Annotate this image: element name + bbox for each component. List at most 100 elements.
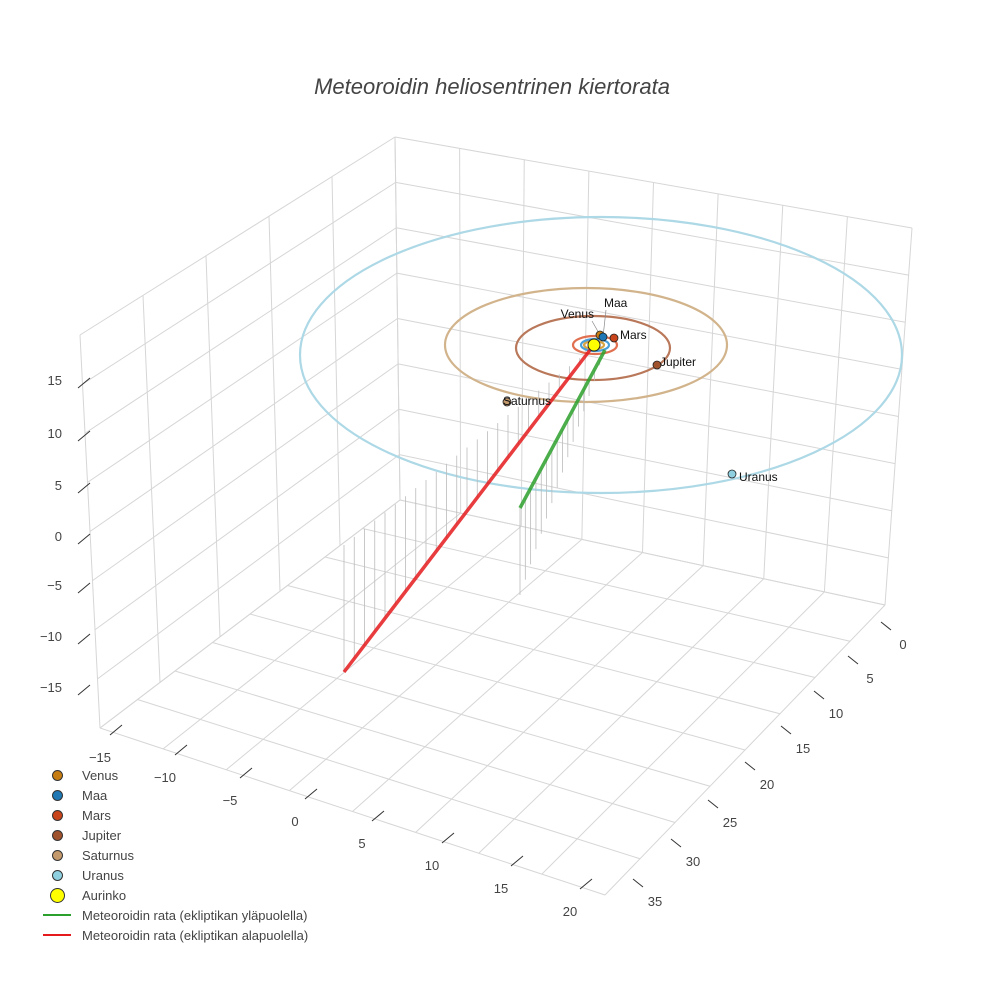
y-tick-label: 25 [723, 815, 737, 830]
left-wall-gridline [97, 454, 400, 680]
x-tick-mark [239, 767, 253, 779]
planet-label: Venus [561, 307, 594, 321]
y-tick-mark [744, 761, 756, 771]
legend-item-jupiter[interactable]: Jupiter [38, 825, 308, 845]
legend-item-saturnus[interactable]: Saturnus [38, 845, 308, 865]
y-tick-label: 15 [796, 741, 810, 756]
legend-item-sun[interactable]: Aurinko [38, 885, 308, 905]
left-wall-gridline [94, 408, 400, 631]
legend-label: Venus [82, 767, 119, 783]
legend-label: Uranus [82, 867, 124, 883]
legend-item-above[interactable]: Meteoroidin rata (ekliptikan yläpuolella… [38, 905, 308, 925]
right-wall-gridline [394, 136, 913, 229]
legend-label: Meteoroidin rata (ekliptikan alapuolella… [82, 927, 309, 943]
legend-symbol [38, 829, 76, 841]
right-wall-gridline [396, 272, 902, 370]
planet-label: Uranus [739, 470, 778, 484]
y-tick-label: 0 [899, 637, 906, 652]
left-wall-gridline [89, 318, 398, 532]
z-tick-label: 10 [48, 426, 62, 441]
z-tick-mark [77, 482, 91, 494]
trajectory-above-ecliptic [518, 349, 607, 509]
floor-gridline [99, 499, 401, 729]
planet-maa [598, 332, 608, 342]
left-wall-gridline [87, 272, 398, 483]
right-wall-gridline [398, 363, 896, 465]
right-wall-gridline [398, 408, 892, 512]
x-tick-label: 20 [563, 904, 577, 919]
floor-gridline [162, 512, 461, 750]
z-tick-label: 15 [48, 373, 62, 388]
right-wall-gridline [397, 318, 899, 417]
floor-gridline [478, 578, 765, 854]
y-tick-label: 30 [686, 854, 700, 869]
x-tick-mark [304, 788, 318, 800]
legend-item-uranus[interactable]: Uranus [38, 865, 308, 885]
sun [587, 338, 601, 352]
floor-gridline [352, 552, 643, 812]
legend-symbol [38, 789, 76, 801]
orbit-jupiter [514, 314, 672, 382]
x-tick-label: 0 [291, 814, 298, 829]
floor-gridline [604, 604, 886, 896]
legend-symbol [38, 914, 76, 916]
legend-label: Aurinko [82, 887, 127, 903]
legend-symbol [38, 769, 76, 781]
x-tick-mark [441, 832, 455, 844]
legend: Venus Maa Mars Jupiter Saturnus Uranus Aurinko… [38, 765, 308, 945]
chart-title: Meteoroidin heliosentrinen kiertorata [314, 74, 670, 99]
z-tick-label: −5 [47, 578, 62, 593]
planet-label: Saturnus [503, 394, 551, 408]
x-tick-label: −10 [154, 770, 176, 785]
x-tick-label: −5 [223, 793, 238, 808]
legend-symbol [38, 849, 76, 861]
x-tick-label: 15 [494, 881, 508, 896]
y-tick-label: 10 [829, 706, 843, 721]
legend-item-below[interactable]: Meteoroidin rata (ekliptikan alapuolella… [38, 925, 308, 945]
floor-gridline [541, 591, 825, 875]
trajectory-below-ecliptic [342, 348, 592, 674]
legend-label: Jupiter [82, 827, 122, 843]
legend-item-venus[interactable]: Venus [38, 765, 308, 785]
planet-label: Maa [604, 296, 628, 310]
legend-symbol [38, 809, 76, 821]
left-wall-gridline [92, 363, 399, 582]
z-tick-mark [77, 633, 91, 645]
x-tick-mark [109, 724, 123, 736]
planet-label: Mars [620, 328, 647, 342]
x-tick-label: 10 [425, 858, 439, 873]
x-tick-mark [579, 878, 593, 890]
left-wall-gridline [79, 136, 396, 336]
z-tick-mark [77, 684, 91, 696]
planet-uranus [727, 469, 737, 479]
x-tick-mark [371, 810, 385, 822]
left-wall-gridline [82, 181, 396, 385]
z-tick-mark [77, 377, 91, 389]
z-tick-label: −10 [40, 629, 62, 644]
legend-item-mars[interactable]: Mars [38, 805, 308, 825]
y-tick-mark [707, 799, 719, 809]
legend-symbol [38, 869, 76, 881]
right-wall-gridline [399, 454, 889, 559]
right-wall-gridline [395, 181, 909, 276]
z-tick-mark [77, 533, 91, 545]
x-tick-label: 5 [358, 836, 365, 851]
z-tick-label: 5 [55, 478, 62, 493]
right-wall-gridline [396, 227, 906, 323]
x-tick-mark [174, 744, 188, 756]
legend-symbol [38, 887, 76, 903]
legend-label: Saturnus [82, 847, 135, 863]
y-tick-mark [670, 838, 682, 848]
y-tick-mark [880, 621, 892, 631]
y-tick-label: 5 [866, 671, 873, 686]
y-tick-mark [847, 655, 859, 665]
y-tick-mark [813, 690, 825, 700]
z-tick-mark [77, 430, 91, 442]
x-tick-mark [510, 855, 524, 867]
planet-mars [609, 333, 619, 343]
legend-item-maa[interactable]: Maa [38, 785, 308, 805]
planet-saturnus [502, 397, 512, 407]
left-wall-gridline [84, 227, 397, 434]
